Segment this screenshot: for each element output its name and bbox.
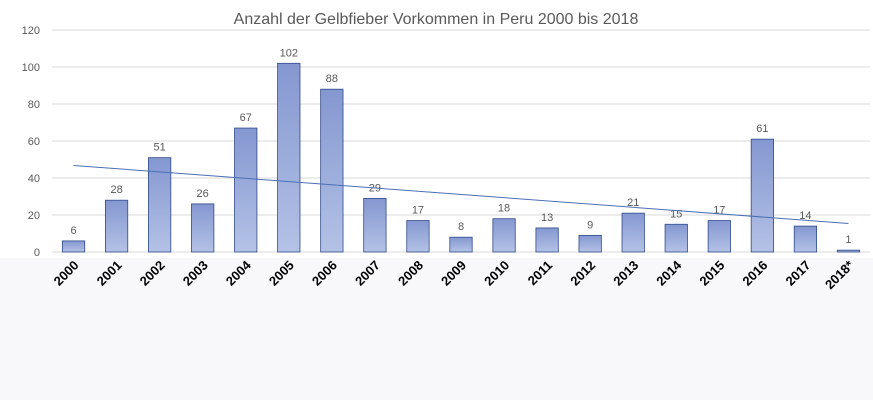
- bar: [234, 127, 258, 253]
- data-label: 6: [70, 225, 76, 237]
- bar: [621, 212, 645, 253]
- bar: [793, 225, 818, 253]
- bar: [707, 220, 731, 253]
- bar: [277, 62, 301, 253]
- data-label: 8: [458, 221, 464, 233]
- data-label: 13: [541, 212, 553, 224]
- bar: [104, 199, 129, 253]
- lower-background: [0, 258, 873, 400]
- data-label: 14: [799, 210, 811, 222]
- data-label: 1: [845, 234, 851, 246]
- y-tick-label: 40: [28, 173, 40, 185]
- bar: [191, 203, 215, 253]
- bar: [578, 234, 602, 253]
- data-label: 17: [713, 205, 725, 217]
- data-label: 21: [627, 197, 639, 209]
- bar: [449, 236, 473, 253]
- trendline: [73, 164, 849, 224]
- bar: [535, 227, 559, 253]
- y-tick-label: 100: [22, 62, 40, 74]
- y-tick-label: 120: [22, 25, 40, 37]
- bar: [61, 240, 86, 253]
- data-label: 88: [326, 73, 338, 85]
- data-label: 102: [280, 47, 298, 59]
- bar: [492, 218, 516, 253]
- y-tick-label: 60: [28, 136, 40, 148]
- data-label: 61: [756, 123, 768, 135]
- data-label: 51: [154, 142, 166, 154]
- data-label: 18: [498, 203, 510, 215]
- bar: [836, 249, 861, 253]
- data-label: 67: [240, 112, 252, 124]
- bar: [750, 138, 774, 253]
- y-tick-label: 0: [34, 247, 40, 259]
- chart-title: Anzahl der Gelbfieber Vorkommen in Peru …: [234, 11, 639, 28]
- bar: [406, 220, 430, 253]
- bar: [363, 197, 387, 253]
- data-label: 17: [412, 205, 424, 217]
- bar: [664, 223, 688, 253]
- y-tick-label: 80: [28, 99, 40, 111]
- data-label: 9: [587, 219, 593, 231]
- data-label: 26: [197, 188, 209, 200]
- data-label: 28: [110, 184, 122, 196]
- y-tick-label: 20: [28, 210, 40, 222]
- bar: [320, 88, 344, 253]
- bar: [148, 157, 172, 253]
